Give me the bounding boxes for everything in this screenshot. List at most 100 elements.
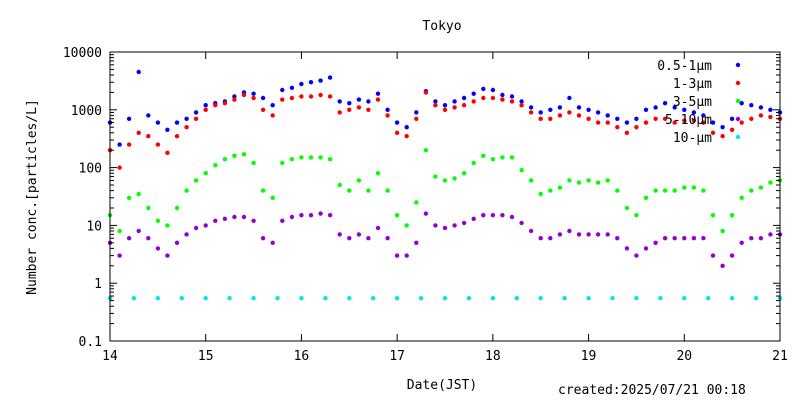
data-point: [165, 150, 170, 155]
data-point: [174, 134, 180, 139]
data-point: [394, 130, 400, 135]
data-point: [275, 296, 280, 301]
data-point: [203, 107, 208, 113]
data-point: [203, 171, 208, 176]
data-point: [394, 120, 400, 125]
data-point: [720, 134, 725, 139]
data-point: [768, 114, 773, 120]
data-point: [729, 253, 735, 258]
data-point: [586, 296, 591, 301]
data-point: [179, 296, 184, 301]
data-point: [126, 142, 132, 147]
data-point: [538, 236, 543, 241]
data-point: [662, 236, 668, 241]
data-point: [548, 188, 553, 193]
data-point: [232, 214, 237, 220]
data-point: [557, 105, 563, 110]
data-point: [193, 225, 199, 231]
data-point: [375, 225, 381, 231]
data-point: [710, 253, 716, 258]
data-point: [155, 120, 161, 125]
created-timestamp: created:2025/07/21 00:18: [558, 383, 746, 398]
data-point: [270, 195, 275, 200]
data-point: [610, 296, 615, 301]
data-point: [615, 236, 620, 241]
data-point: [720, 228, 725, 234]
data-point: [729, 296, 735, 301]
data-point: [347, 107, 352, 113]
data-point: [366, 99, 371, 104]
data-point: [203, 223, 208, 228]
series-0.5-1μm: [107, 69, 783, 147]
data-point: [222, 101, 228, 106]
data-point: [423, 90, 429, 95]
data-point: [270, 103, 275, 108]
data-point: [251, 218, 256, 223]
data-point: [691, 110, 697, 115]
data-point: [471, 99, 476, 104]
data-point: [433, 223, 438, 228]
data-point: [519, 103, 524, 108]
legend-marker: [735, 134, 741, 140]
data-point: [371, 296, 376, 301]
data-point: [662, 116, 668, 122]
data-point: [605, 120, 610, 125]
series-5-10μm: [107, 211, 783, 268]
data-point: [280, 87, 285, 93]
data-point: [337, 99, 342, 104]
data-point: [289, 85, 295, 91]
data-point: [337, 182, 342, 188]
x-tick-label: 20: [676, 349, 692, 364]
data-point: [605, 232, 610, 237]
data-point: [562, 296, 567, 301]
data-point: [653, 105, 658, 110]
data-point: [136, 228, 141, 234]
data-point: [634, 253, 639, 258]
data-point: [146, 134, 151, 139]
data-point: [227, 296, 232, 301]
data-point: [270, 113, 275, 118]
data-point: [155, 296, 161, 301]
data-point: [146, 236, 151, 241]
data-point: [117, 142, 122, 147]
data-point: [136, 69, 141, 75]
data-point: [595, 232, 601, 237]
data-point: [404, 134, 409, 139]
data-point: [509, 99, 515, 104]
data-point: [701, 120, 706, 125]
legend-marker: [735, 62, 741, 68]
data-point: [347, 236, 352, 241]
data-point: [682, 296, 687, 301]
data-point: [471, 91, 476, 96]
data-point: [557, 185, 563, 190]
data-point: [586, 107, 591, 113]
data-point: [538, 110, 543, 115]
data-point: [318, 78, 323, 83]
data-point: [466, 296, 472, 301]
data-point: [643, 120, 649, 125]
data-point: [500, 97, 505, 102]
data-point: [701, 236, 706, 241]
data-point: [509, 94, 515, 99]
y-axis-label: Number conc.[particles/L]: [25, 99, 40, 295]
data-point: [232, 97, 237, 102]
data-point: [117, 228, 122, 234]
x-tick-label: 15: [198, 349, 214, 364]
data-point: [174, 120, 180, 125]
data-point: [414, 200, 419, 205]
data-point: [672, 105, 677, 110]
data-point: [768, 180, 773, 185]
data-point: [615, 116, 620, 122]
data-point: [136, 130, 141, 135]
data-point: [213, 218, 218, 223]
data-point: [126, 236, 132, 241]
axis-ticks: 14 15 16 17 18 19 20 21 0.1 1 10 100 1000 10000: [63, 46, 788, 364]
data-point: [643, 107, 649, 113]
data-point: [337, 232, 342, 237]
data-point: [452, 105, 457, 110]
data-point: [528, 178, 534, 183]
data-point: [442, 178, 448, 183]
data-point: [347, 296, 352, 301]
data-point: [658, 296, 663, 301]
data-point: [682, 185, 687, 190]
